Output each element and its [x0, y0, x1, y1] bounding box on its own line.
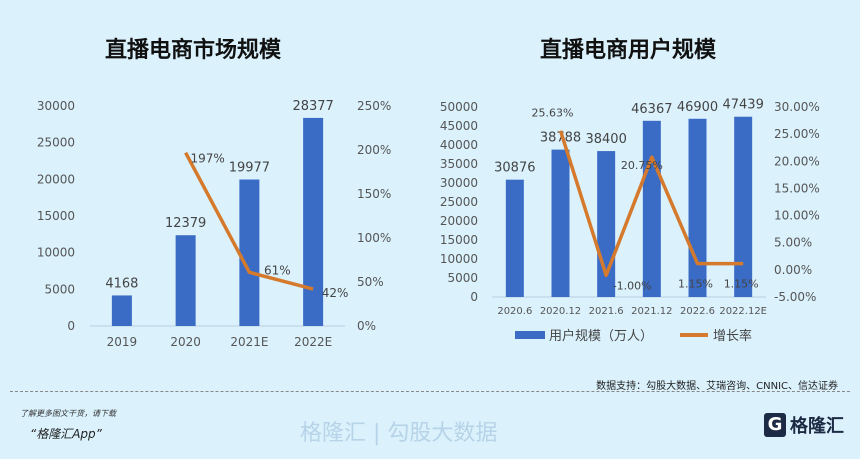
bar	[239, 179, 260, 326]
y-tick-label: 0	[470, 290, 478, 304]
legend-bar-label: 用户规模（万人）	[549, 328, 653, 344]
line-data-label: 1.15%	[724, 278, 759, 291]
chart-title-users: 直播电商用户规模	[540, 38, 717, 63]
watermark: 格隆汇 | 勾股大数据	[300, 421, 498, 446]
y-tick-label: 45000	[440, 119, 478, 133]
y-tick-label: 5000	[44, 282, 75, 296]
y-tick-label: 10000	[440, 252, 478, 266]
y2-tick-label: 25.00%	[774, 127, 820, 141]
bar-value-label: 28377	[292, 99, 333, 114]
bar	[175, 235, 196, 326]
y2-tick-label: 100%	[357, 231, 391, 245]
line-data-label: 42%	[322, 286, 349, 300]
logo: G 格隆汇	[764, 412, 844, 438]
bar	[642, 120, 661, 298]
line-data-label: -1.00%	[613, 279, 652, 292]
line-data-label: 61%	[264, 263, 291, 277]
x-tick-label: 2021.12	[631, 306, 672, 317]
y2-tick-label: 0.00%	[774, 263, 812, 277]
line-data-label: 25.63%	[532, 107, 574, 120]
x-tick-label: 2021.6	[589, 306, 624, 317]
promo-text: 了解更多图文干货，请下载	[20, 409, 116, 418]
bar-value-label: 19977	[229, 161, 270, 176]
y2-tick-label: 30.00%	[774, 100, 820, 114]
logo-g-icon: G	[764, 413, 786, 437]
bar	[111, 295, 132, 326]
x-tick-label: 2021E	[230, 335, 268, 349]
y-tick-label: 15000	[440, 233, 478, 247]
bar-value-label: 12379	[165, 216, 206, 231]
y-tick-label: 15000	[37, 209, 75, 223]
bar-value-label: 38400	[585, 132, 626, 147]
y2-tick-label: -5.00%	[774, 290, 816, 304]
bar-value-label: 46900	[677, 100, 718, 115]
bar	[688, 118, 707, 297]
y-tick-label: 30000	[440, 176, 478, 190]
line-data-label: 1.15%	[678, 278, 713, 291]
logo-text: 格隆汇	[790, 416, 844, 437]
y-tick-label: 5000	[447, 271, 478, 285]
bar-value-label: 30876	[494, 161, 535, 176]
line-data-label: 197%	[190, 152, 224, 166]
bar-value-label: 38788	[540, 131, 581, 146]
x-tick-label: 2020.6	[497, 306, 532, 317]
x-tick-label: 2020	[170, 335, 201, 349]
bar	[303, 117, 324, 326]
y2-tick-label: 15.00%	[774, 181, 820, 195]
y-tick-label: 25000	[37, 136, 75, 150]
y2-tick-label: 150%	[357, 187, 391, 201]
y-tick-label: 40000	[440, 138, 478, 152]
y2-tick-label: 200%	[357, 143, 391, 157]
divider	[10, 391, 850, 392]
y-tick-label: 10000	[37, 246, 75, 260]
promo-app: “格隆汇App”	[30, 427, 102, 441]
y2-tick-label: 10.00%	[774, 209, 820, 223]
y2-tick-label: 0%	[357, 319, 376, 333]
legend-bar-swatch	[515, 331, 545, 339]
y2-tick-label: 20.00%	[774, 154, 820, 168]
bar-value-label: 46367	[631, 102, 672, 117]
charts-svg: 0 5000 10000 15000 20000 25000 30000 0% 50% 100% 1…	[37, 98, 820, 349]
y2-tick-label: 50%	[357, 275, 384, 289]
bar-value-label: 4168	[105, 276, 138, 291]
y-tick-label: 20000	[440, 214, 478, 228]
bar-value-label: 47439	[722, 98, 763, 113]
x-tick-label: 2022.12E	[719, 306, 767, 317]
bar	[505, 179, 524, 297]
y-tick-label: 20000	[37, 172, 75, 186]
y-tick-label: 35000	[440, 157, 478, 171]
data-source: 数据支持：勾股大数据、艾瑞咨询、CNNIC、信达证券	[596, 381, 838, 392]
bar	[734, 116, 753, 297]
line-data-label: 20.75%	[621, 159, 663, 172]
chart-title-market: 直播电商市场规模	[105, 38, 282, 63]
x-tick-label: 2020.12	[540, 306, 581, 317]
y2-tick-label: 250%	[357, 99, 391, 113]
x-tick-label: 2019	[107, 335, 138, 349]
y2-tick-label: 5.00%	[774, 236, 812, 250]
x-tick-label: 2022.6	[680, 306, 715, 317]
y-tick-label: 30000	[37, 99, 75, 113]
legend-line-label: 增长率	[713, 328, 752, 344]
x-tick-label: 2022E	[294, 335, 332, 349]
y-tick-label: 25000	[440, 195, 478, 209]
bar	[551, 149, 570, 297]
y-tick-label: 50000	[440, 100, 478, 114]
y-tick-label: 0	[67, 319, 75, 333]
